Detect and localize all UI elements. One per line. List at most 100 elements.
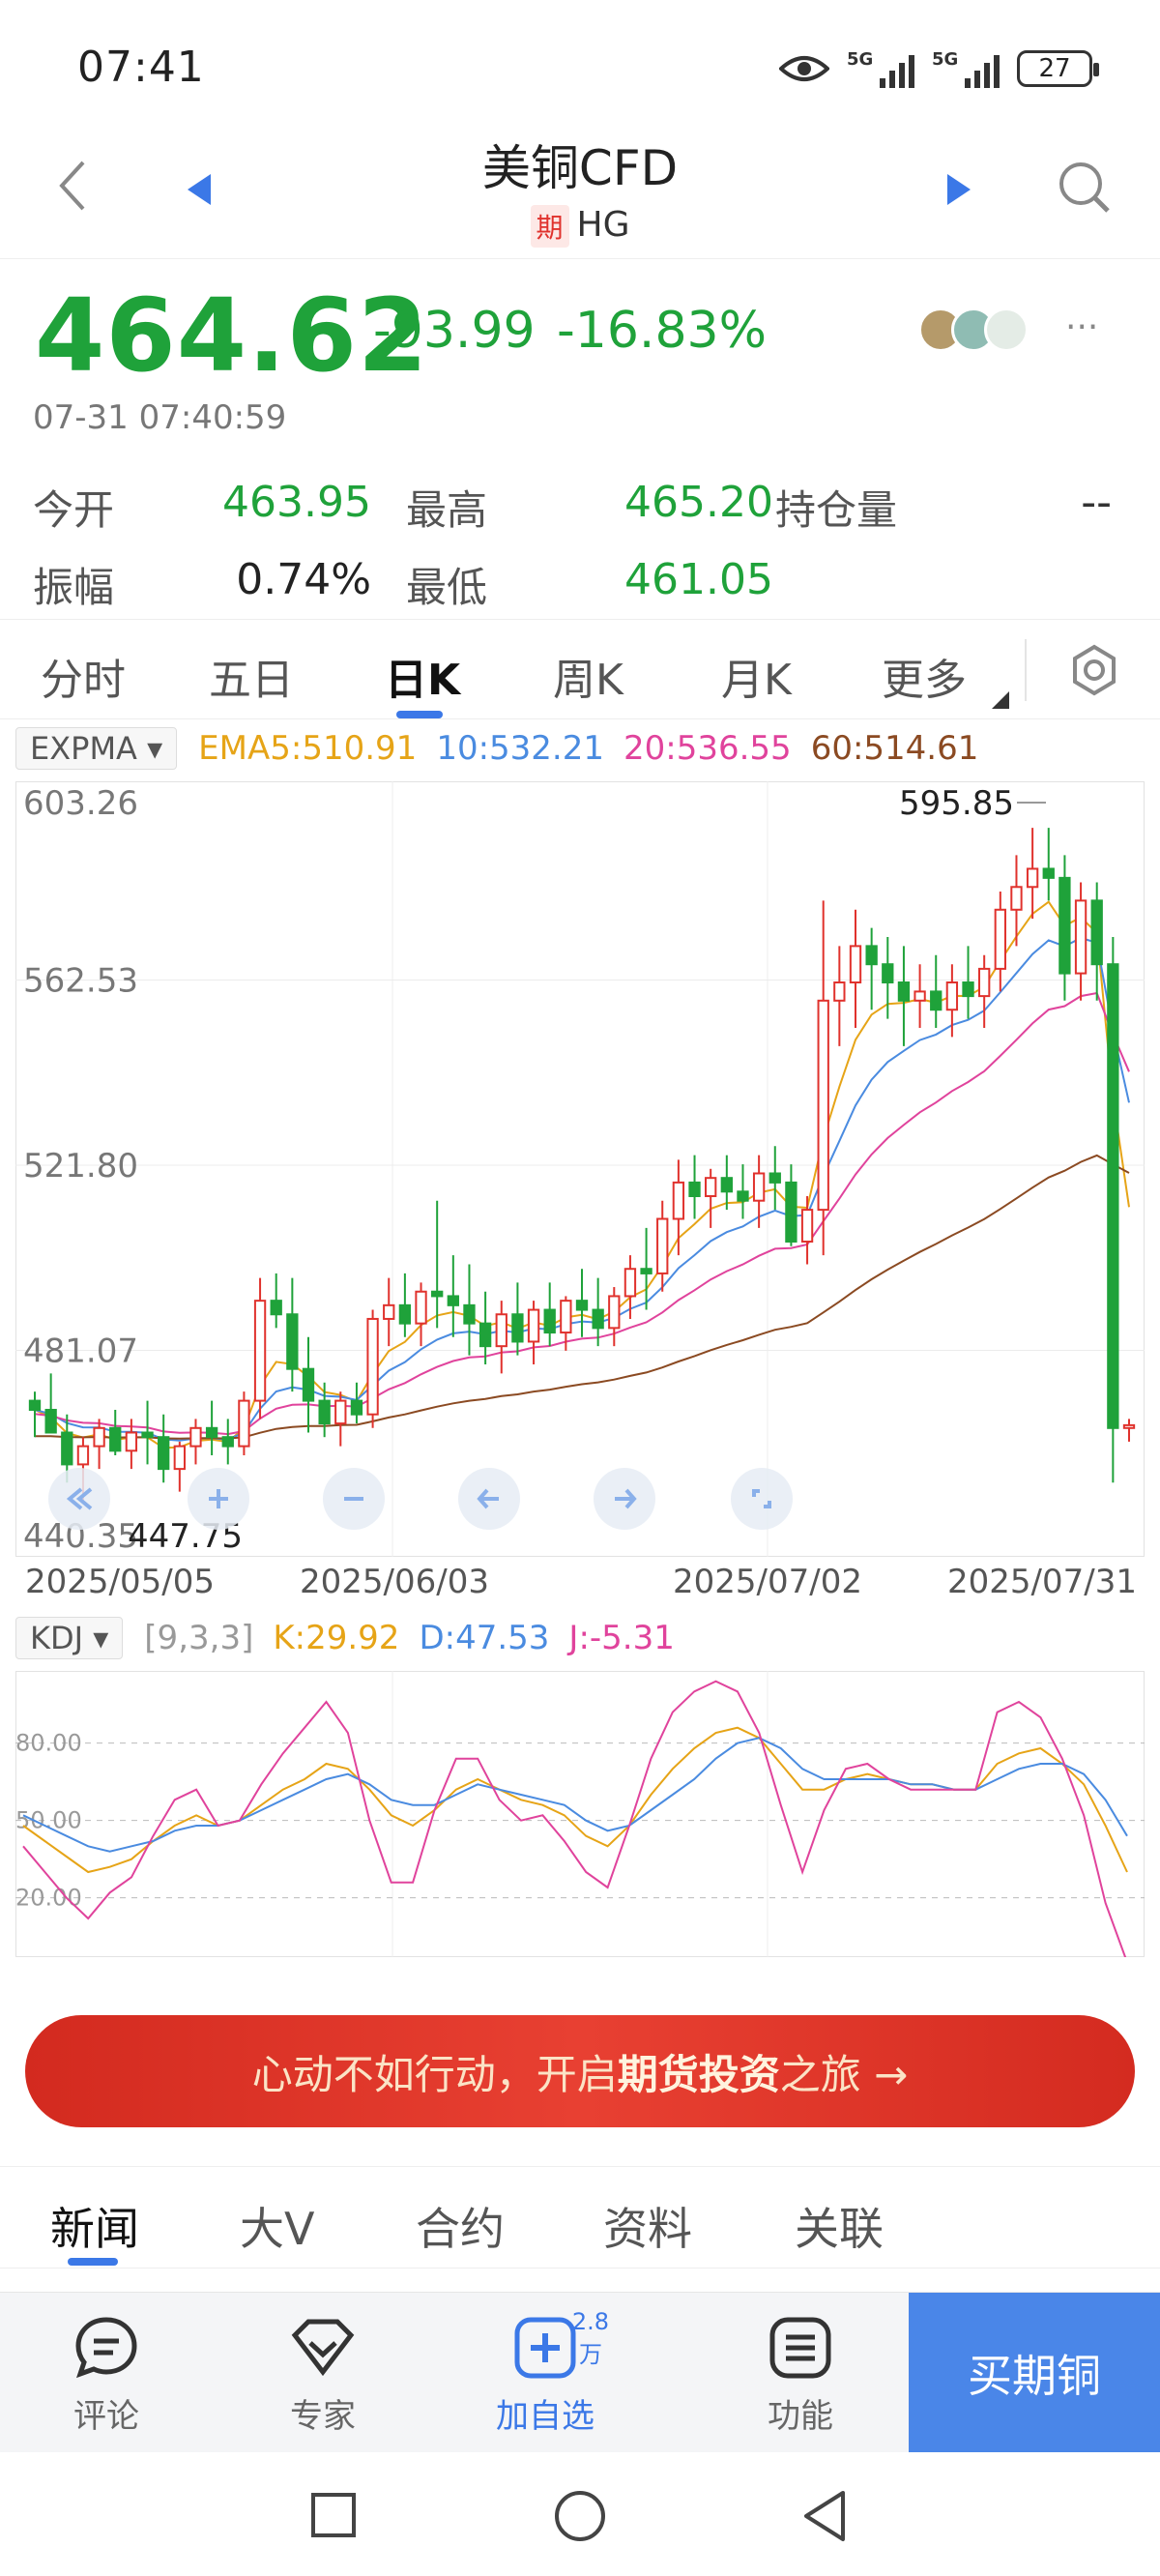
nav-header: 美铜CFD 期 HG: [0, 116, 1160, 259]
expert-button[interactable]: 专家: [255, 2314, 391, 2437]
scroll-left-icon[interactable]: [458, 1468, 520, 1530]
candle: [575, 1269, 589, 1337]
candle: [785, 1164, 798, 1246]
candle: [833, 946, 846, 1046]
zoom-out-icon[interactable]: [323, 1468, 385, 1530]
tab-related[interactable]: 关联: [795, 2203, 884, 2255]
kdj-k-line: [22, 1726, 1128, 1874]
candle-body: [656, 1217, 669, 1274]
candle: [945, 964, 959, 1038]
kdj-y-tick-label: 80.00: [15, 1730, 82, 1757]
kdj-j-line: [22, 1680, 1127, 1957]
candle: [350, 1382, 363, 1424]
buy-futures-button[interactable]: 买期铜: [909, 2293, 1160, 2453]
scroll-right-icon[interactable]: [594, 1468, 655, 1530]
candle: [158, 1414, 170, 1483]
function-button[interactable]: 功能: [733, 2314, 868, 2437]
promo-banner[interactable]: 心动不如行动，开启 期货投资 之旅 →: [25, 2015, 1135, 2127]
tab-contract[interactable]: 合约: [416, 2203, 505, 2255]
kdj-k-value: K:29.92: [273, 1619, 400, 1657]
y-tick-label: 481.07: [23, 1332, 138, 1371]
back-icon[interactable]: [54, 157, 93, 215]
candle: [318, 1382, 331, 1438]
indicator-select[interactable]: EXPMA ▾: [15, 727, 178, 770]
candle-body: [543, 1308, 556, 1334]
banner-text-pre: 心动不如行动，开启: [251, 2050, 618, 2098]
candle: [431, 1200, 444, 1329]
candle: [527, 1301, 540, 1364]
ema5-value: EMA5:510.91: [198, 729, 418, 768]
candle-body: [415, 1290, 427, 1325]
recents-icon[interactable]: [309, 2491, 358, 2539]
candle: [1042, 828, 1055, 901]
tab-intraday[interactable]: 分时: [41, 656, 126, 705]
tab-five-day[interactable]: 五日: [209, 656, 294, 705]
candle: [560, 1296, 572, 1351]
banner-text-bold: 期货投资: [617, 2050, 780, 2098]
candle-body: [624, 1268, 637, 1298]
stat-value-open-interest: --: [1081, 478, 1112, 527]
fullscreen-icon[interactable]: [731, 1468, 793, 1530]
search-icon[interactable]: [1056, 159, 1114, 217]
candle-body: [463, 1303, 476, 1325]
function-icon: [769, 2317, 831, 2379]
candlestick-chart[interactable]: 603.26562.53521.80481.07440.35595.85447.…: [15, 781, 1145, 1557]
candle: [1107, 936, 1119, 1483]
back-nav-icon[interactable]: [800, 2489, 849, 2543]
tab-more[interactable]: 更多: [882, 656, 967, 705]
candle: [865, 927, 878, 1010]
candle-body: [560, 1300, 572, 1334]
kdj-d-line: [22, 1737, 1128, 1853]
tab-profile[interactable]: 资料: [603, 2203, 692, 2255]
candle-body: [865, 945, 878, 966]
candle: [463, 1264, 476, 1356]
info-tabs: 新闻 大V 合约 资料 关联: [0, 2166, 1160, 2269]
comment-button[interactable]: 评论: [39, 2314, 174, 2437]
candle: [286, 1277, 299, 1392]
scroll-left-icon-glyph: [477, 1488, 499, 1509]
candle: [366, 1309, 379, 1428]
candle-body: [205, 1426, 218, 1439]
home-icon[interactable]: [553, 2489, 607, 2543]
candle: [962, 946, 974, 1019]
rewind-icon[interactable]: [48, 1468, 110, 1530]
quote-time: 07-31 07:40:59: [33, 398, 287, 437]
zoom-in-icon[interactable]: [188, 1468, 249, 1530]
x-tick-label: 2025/06/03: [300, 1563, 489, 1601]
candle: [221, 1419, 234, 1465]
x-tick-label: 2025/07/02: [673, 1563, 862, 1601]
candle-body: [366, 1317, 379, 1416]
candle: [270, 1273, 282, 1329]
price-change-percent: -16.83%: [557, 302, 768, 360]
stat-label-open: 今开: [33, 486, 115, 534]
tab-big-v[interactable]: 大V: [240, 2203, 315, 2255]
candle-body: [302, 1367, 315, 1402]
tab-daily-k[interactable]: 日K: [385, 656, 461, 705]
tab-weekly-k[interactable]: 周K: [553, 656, 624, 705]
prev-symbol-icon[interactable]: [184, 170, 217, 209]
avatar-group[interactable]: [918, 307, 1029, 352]
candle: [44, 1373, 57, 1434]
candle: [994, 891, 1006, 992]
candle: [173, 1441, 186, 1492]
tab-monthly-k[interactable]: 月K: [721, 656, 792, 705]
x-tick-label: 2025/07/31: [947, 1563, 1137, 1601]
candle-body: [849, 945, 862, 984]
rewind-icon-glyph: [66, 1487, 93, 1510]
candle-body: [383, 1303, 395, 1320]
candle: [737, 1164, 749, 1219]
tab-news[interactable]: 新闻: [50, 2203, 139, 2255]
kdj-chart[interactable]: 80.00 50.00 20.00: [15, 1671, 1145, 1957]
next-symbol-icon[interactable]: [942, 170, 974, 209]
candle: [768, 1146, 781, 1211]
kdj-indicator-select[interactable]: KDJ ▾: [15, 1617, 124, 1659]
add-favorite-button[interactable]: 2.8万 加自选: [478, 2308, 613, 2437]
settings-icon[interactable]: [1067, 643, 1121, 697]
candle-body: [76, 1445, 90, 1466]
candle: [640, 1227, 652, 1310]
kdj-d-value: D:47.53: [419, 1619, 550, 1657]
fullscreen-icon-glyph: [752, 1489, 771, 1508]
candle: [495, 1301, 508, 1374]
more-icon[interactable]: ···: [1065, 307, 1099, 347]
candle-body: [61, 1431, 73, 1466]
